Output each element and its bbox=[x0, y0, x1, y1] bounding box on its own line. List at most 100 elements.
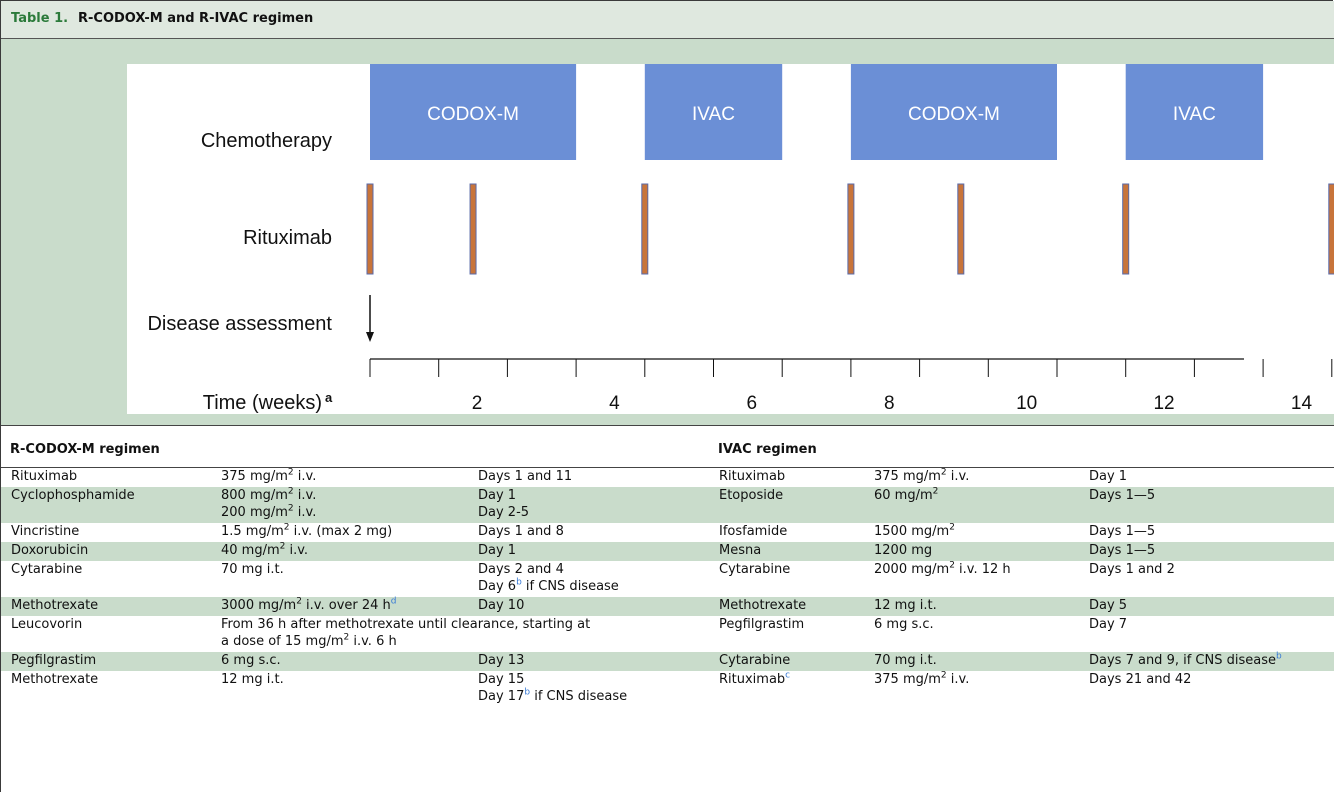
chemotherapy-label: Chemotherapy bbox=[201, 130, 332, 152]
table-number: Table 1. bbox=[11, 11, 69, 26]
assessment-arrowhead-1 bbox=[366, 332, 374, 342]
left-schedule: Days 1 and 11 bbox=[478, 469, 573, 484]
rituximab-dose-4 bbox=[847, 183, 855, 275]
left-schedule: Day 1 bbox=[478, 543, 517, 558]
right-schedule: Day 7 bbox=[1089, 617, 1128, 632]
left-schedule: Days 2 and 4 bbox=[478, 562, 564, 577]
table-title: R-CODOX-M and R-IVAC regimen bbox=[78, 11, 314, 26]
left-dose: 800 mg/m2 i.v. bbox=[221, 486, 317, 503]
right-dose: 60 mg/m2 bbox=[874, 486, 939, 503]
rituximab-dose-5 bbox=[957, 183, 965, 275]
left-drug-name: Methotrexate bbox=[11, 672, 99, 687]
left-schedule: Days 1 and 8 bbox=[478, 524, 564, 539]
rituximab-dose-1 bbox=[366, 183, 374, 275]
time-tick-label: 4 bbox=[609, 393, 620, 414]
right-dose: 1200 mg bbox=[874, 543, 933, 558]
left-dose: 12 mg i.t. bbox=[221, 672, 284, 687]
left-dose-line2: 200 mg/m2 i.v. bbox=[221, 503, 317, 520]
left-schedule: Day 15 bbox=[478, 672, 525, 687]
right-drug-name: Ifosfamide bbox=[719, 524, 788, 539]
left-schedule: Day 10 bbox=[478, 598, 525, 613]
left-schedule: Day 13 bbox=[478, 653, 525, 668]
left-dose: From 36 h after methotrexate until clear… bbox=[221, 617, 591, 632]
right-schedule: Days 21 and 42 bbox=[1089, 672, 1192, 687]
table-row: Methotrexate 12 mg i.t. Day 15 Day 17b if C… bbox=[1, 671, 1334, 707]
left-drug-name: Methotrexate bbox=[11, 598, 99, 613]
table-row: Pegfilgrastim 6 mg s.c. Day 13 Cytarabine 70… bbox=[1, 652, 1334, 671]
chemo-block-label: CODOX-M bbox=[427, 104, 519, 125]
right-dose: 375 mg/m2 i.v. bbox=[874, 467, 970, 484]
time-tick-label: 10 bbox=[1016, 393, 1037, 414]
left-dose: 40 mg/m2 i.v. bbox=[221, 541, 309, 558]
left-schedule-line2: Day 17b if CNS disease bbox=[478, 687, 628, 704]
chemo-block-label: IVAC bbox=[692, 104, 735, 125]
time-axis-footnote: a bbox=[325, 390, 333, 405]
rituximab-dose-6 bbox=[1122, 183, 1130, 275]
right-drug-name: Cytarabine bbox=[719, 562, 791, 577]
left-dose: 6 mg s.c. bbox=[221, 653, 281, 668]
time-tick-label: 12 bbox=[1153, 393, 1174, 414]
table-row: Methotrexate 3000 mg/m2 i.v. over 24 hd Da… bbox=[1, 597, 1334, 616]
right-dose: 1500 mg/m2 bbox=[874, 522, 955, 539]
left-schedule: Day 1 bbox=[478, 488, 517, 503]
right-schedule: Days 1—5 bbox=[1089, 524, 1156, 539]
left-drug-name: Leucovorin bbox=[11, 617, 83, 632]
chemo-block-label: IVAC bbox=[1173, 104, 1216, 125]
left-dose: 375 mg/m2 i.v. bbox=[221, 467, 317, 484]
rituximab-label: Rituximab bbox=[243, 227, 332, 249]
right-drug-name: Rituximab bbox=[719, 469, 786, 484]
rituximab-dose-2 bbox=[469, 183, 477, 275]
right-drug-name: Mesna bbox=[719, 543, 762, 558]
left-dose: 1.5 mg/m2 i.v. (max 2 mg) bbox=[221, 522, 393, 539]
table-row: Doxorubicin 40 mg/m2 i.v. Day 1 Mesna 1200 m… bbox=[1, 542, 1334, 561]
right-drug-name: Etoposide bbox=[719, 488, 784, 503]
right-regimen-heading: IVAC regimen bbox=[718, 442, 817, 457]
chemo-block-1 bbox=[370, 64, 577, 160]
left-drug-name: Vincristine bbox=[11, 524, 80, 539]
regimen-timeline-figure: Chemotherapy Rituximab Disease assessment T… bbox=[127, 64, 1334, 414]
rituximab-dose-7 bbox=[1328, 183, 1334, 275]
table-row: Rituximab 375 mg/m2 i.v. Days 1 and 11 Ritu… bbox=[1, 468, 1334, 487]
right-drug-name: Methotrexate bbox=[719, 598, 807, 613]
right-drug-name: Cytarabine bbox=[719, 653, 791, 668]
right-schedule: Days 7 and 9, if CNS diseaseb bbox=[1089, 651, 1282, 668]
left-dose: 70 mg i.t. bbox=[221, 562, 284, 577]
table-row: Leucovorin From 36 h after methotrexate u… bbox=[1, 616, 1334, 652]
time-axis-label: Time (weeks) bbox=[203, 392, 322, 414]
right-schedule: Days 1—5 bbox=[1089, 488, 1156, 503]
left-drug-name: Cytarabine bbox=[11, 562, 83, 577]
left-drug-name: Doxorubicin bbox=[11, 543, 89, 558]
left-drug-name: Pegfilgrastim bbox=[11, 653, 97, 668]
table-row: Vincristine 1.5 mg/m2 i.v. (max 2 mg) Days… bbox=[1, 523, 1334, 542]
right-dose: 70 mg i.t. bbox=[874, 653, 937, 668]
right-schedule: Day 1 bbox=[1089, 469, 1128, 484]
heading-rule bbox=[1, 467, 1334, 468]
left-dose: 3000 mg/m2 i.v. over 24 hd bbox=[221, 596, 397, 613]
right-schedule: Day 5 bbox=[1089, 598, 1128, 613]
right-drug-name: Pegfilgrastim bbox=[719, 617, 805, 632]
chemo-block-3 bbox=[850, 64, 1057, 160]
chemo-block-4 bbox=[1125, 64, 1264, 160]
left-schedule-line2: Day 6b if CNS disease bbox=[478, 577, 619, 594]
table-title-bar: Table 1. R-CODOX-M and R-IVAC regimen bbox=[1, 1, 1334, 39]
left-drug-name: Rituximab bbox=[11, 469, 78, 484]
chemo-block-2 bbox=[644, 64, 783, 160]
left-drug-name: Cyclophosphamide bbox=[11, 488, 135, 503]
left-schedule-line2: Day 2-5 bbox=[478, 505, 530, 520]
right-drug-name: Rituximabc bbox=[719, 670, 791, 687]
left-dose-line2: a dose of 15 mg/m2 i.v. 6 h bbox=[221, 632, 397, 649]
right-dose: 12 mg i.t. bbox=[874, 598, 937, 613]
right-schedule: Days 1 and 2 bbox=[1089, 562, 1175, 577]
chemo-block-label: CODOX-M bbox=[908, 104, 1000, 125]
table-row: Cyclophosphamide 800 mg/m2 i.v. 200 mg/m2 … bbox=[1, 487, 1334, 523]
time-tick-label: 6 bbox=[747, 393, 758, 414]
right-schedule: Days 1—5 bbox=[1089, 543, 1156, 558]
rituximab-dose-3 bbox=[641, 183, 649, 275]
table-row: Cytarabine 70 mg i.t. Days 2 and 4 Day 6b i… bbox=[1, 561, 1334, 597]
time-tick-label: 8 bbox=[884, 393, 895, 414]
time-tick-label: 2 bbox=[472, 393, 483, 414]
right-dose: 375 mg/m2 i.v. bbox=[874, 670, 970, 687]
right-dose: 6 mg s.c. bbox=[874, 617, 934, 632]
right-dose: 2000 mg/m2 i.v. 12 h bbox=[874, 560, 1011, 577]
